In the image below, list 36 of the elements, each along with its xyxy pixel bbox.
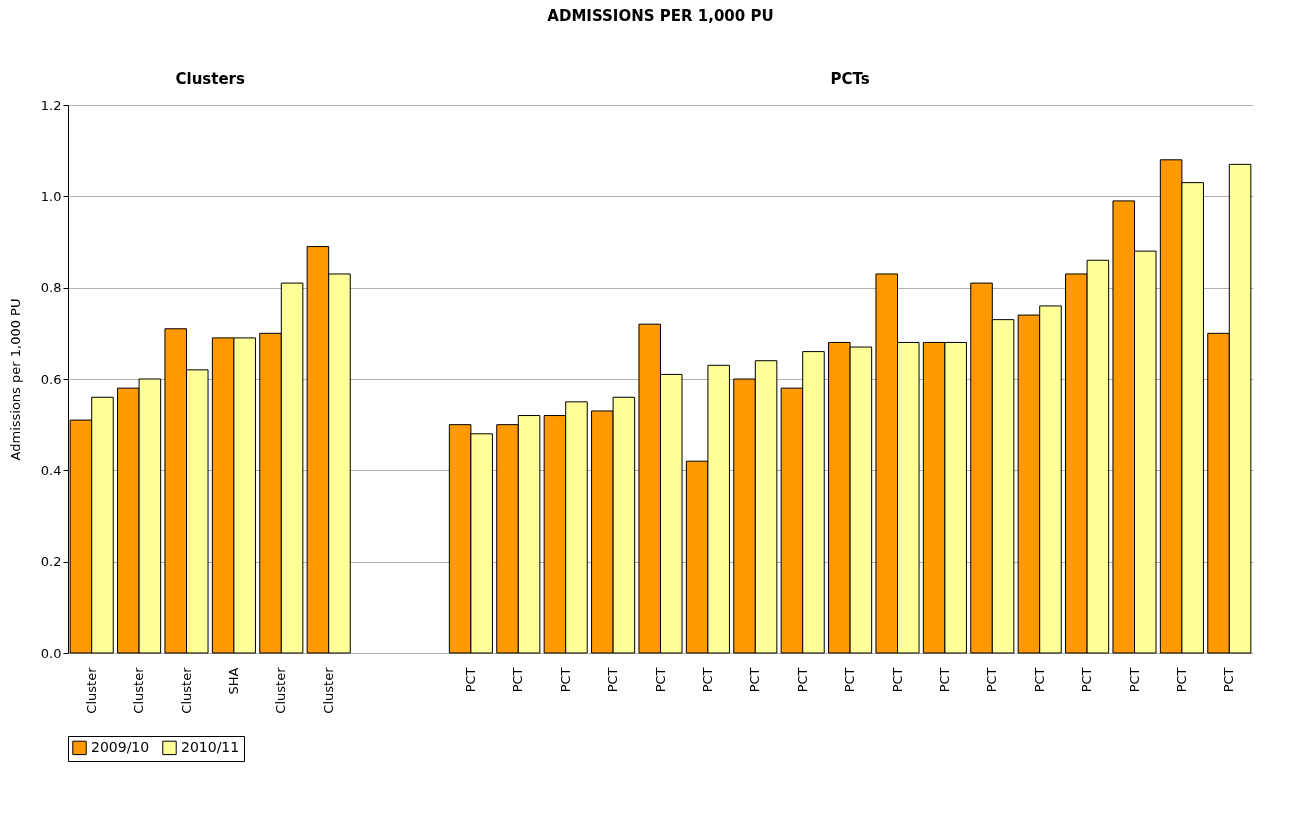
x-tick-label: PCT: [794, 667, 810, 693]
x-tick-label: PCT: [1126, 667, 1142, 693]
x-tick-label: PCT: [1221, 667, 1237, 693]
x-tick-label: Cluster: [273, 666, 289, 714]
text: Clusters: [175, 70, 245, 88]
x-tick-label: PCT: [1173, 667, 1189, 693]
y-axis-title: Admissions per 1,000 PU: [7, 298, 23, 461]
x-tick-label: PCT: [510, 667, 526, 693]
x-tick-label: PCT: [1031, 667, 1047, 693]
legend-label: 2010/11: [181, 738, 240, 755]
x-tick-label: PCT: [936, 667, 952, 693]
y-tick-label: 0.8: [40, 280, 62, 296]
x-tick-label: PCT: [842, 667, 858, 693]
y-tick-label: 0.2: [40, 554, 62, 570]
x-tick-label: SHA: [225, 667, 241, 695]
x-tick-label: Cluster: [83, 666, 99, 714]
y-tick-label: 0.4: [40, 462, 62, 478]
x-tick-label: PCT: [889, 667, 905, 693]
x-tick-label: Cluster: [131, 666, 147, 714]
y-tick-label: 0.0: [40, 645, 62, 661]
x-tick-label: PCT: [747, 667, 763, 693]
x-tick-label: Cluster: [178, 666, 194, 714]
x-tick-label: PCT: [557, 667, 573, 693]
y-tick-label: 0.6: [40, 371, 62, 387]
y-tick-label: 1.2: [40, 97, 62, 113]
legend-label: 2009/10: [91, 738, 150, 755]
x-tick-label: PCT: [984, 667, 1000, 693]
x-tick-label: Cluster: [320, 666, 336, 714]
x-tick-label: PCT: [652, 667, 668, 693]
x-tick-label: PCT: [699, 667, 715, 693]
text: PCTs: [830, 70, 870, 88]
x-tick-label: PCT: [462, 667, 478, 693]
x-tick-label: PCT: [1079, 667, 1095, 693]
x-tick-label: PCT: [605, 667, 621, 693]
y-tick-label: 1.0: [40, 188, 62, 204]
chart-title: ADMISSIONS PER 1,000 PU: [547, 7, 774, 25]
